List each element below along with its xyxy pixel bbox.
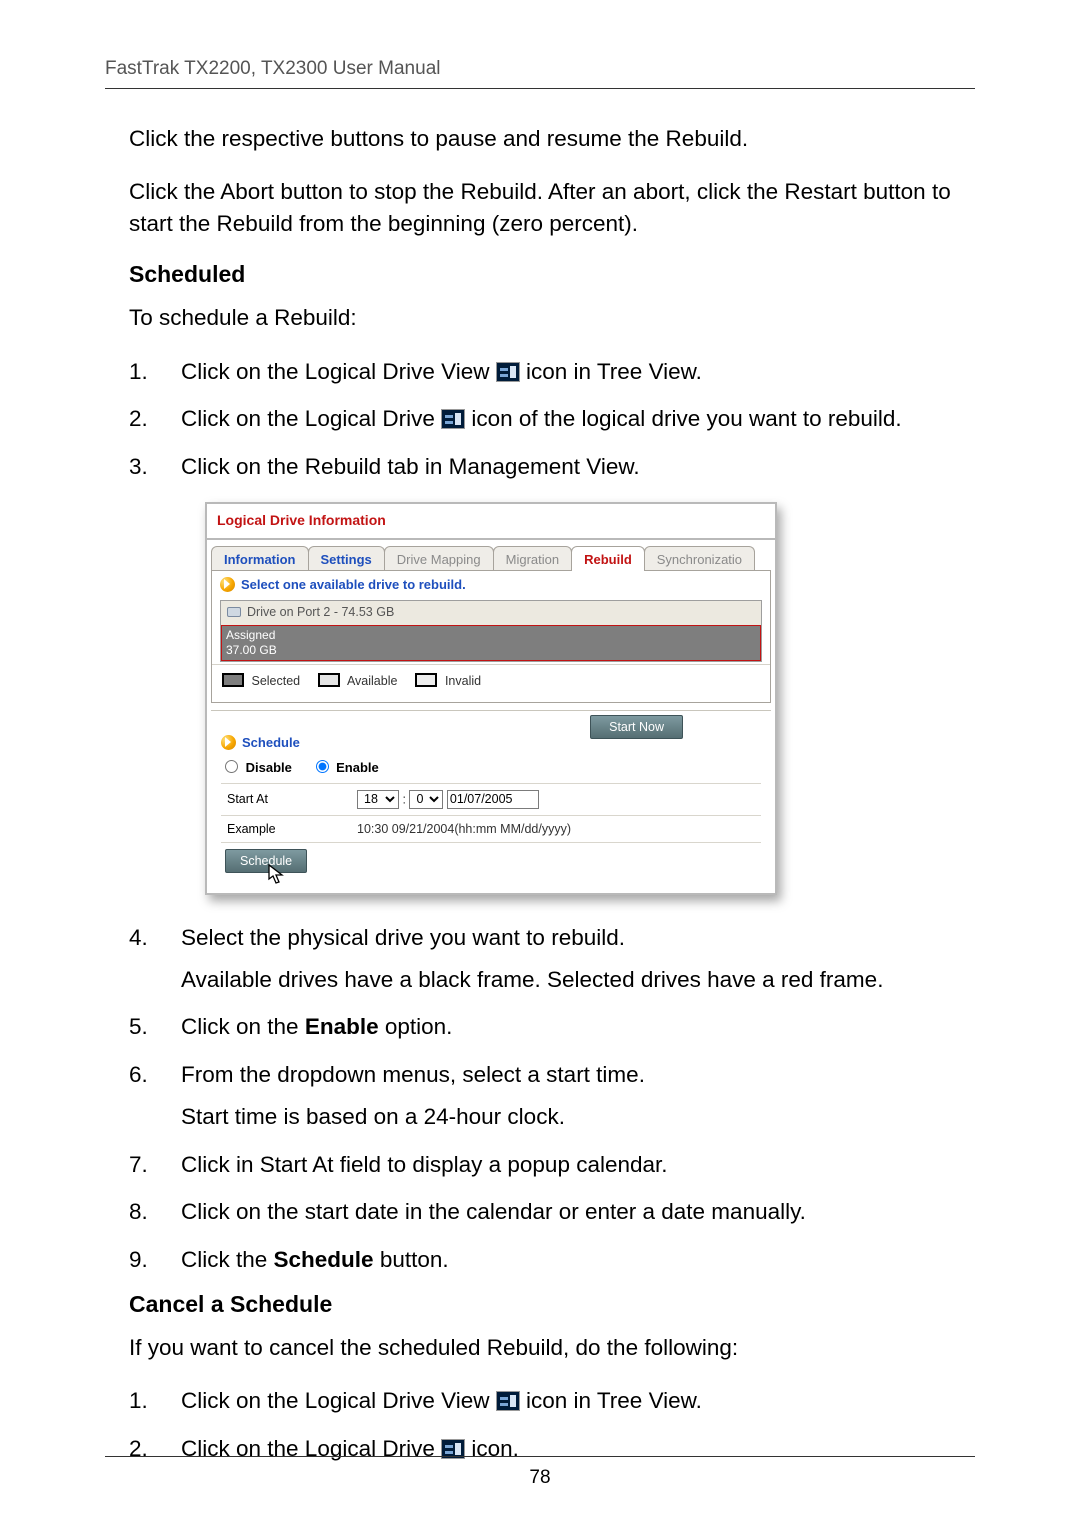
manual-header: FastTrak TX2200, TX2300 User Manual [105,58,975,89]
cancel-lead: If you want to cancel the scheduled Rebu… [105,1332,975,1365]
legend-available-label: Available [347,674,398,688]
step-1-text-a: Click on the Logical Drive View [181,359,496,384]
step-5-text-a: Click on the [181,1014,305,1039]
schedule-radio-row: Disable Enable [225,760,761,775]
step-3: Click on the Rebuild tab in Management V… [129,450,975,484]
drive-title-text: Drive on Port 2 - 74.53 GB [247,605,394,619]
logical-drive-view-icon [496,1391,520,1411]
drive-title: Drive on Port 2 - 74.53 GB [221,601,761,625]
start-at-controls: 18 : 0 [351,783,761,815]
logical-drive-icon [441,409,465,429]
swatch-invalid-icon [415,673,437,687]
minute-dropdown[interactable]: 0 [409,790,443,809]
step-5: Click on the Enable option. [129,1010,975,1044]
step-9-text-c: button. [374,1247,449,1272]
cancel-heading: Cancel a Schedule [129,1291,975,1318]
swatch-selected-icon [222,673,244,687]
cancel-step-1-text-a: Click on the Logical Drive View [181,1388,496,1413]
legend: Selected Available Invalid [212,664,770,698]
enable-radio[interactable] [316,760,329,773]
intro-paragraph-1: Click the respective buttons to pause an… [105,123,975,156]
scheduled-heading: Scheduled [129,261,975,288]
time-colon: : [402,792,409,806]
panel-title: Logical Drive Information [207,504,775,540]
cancel-step-1-text-b: icon in Tree View. [526,1388,702,1413]
cancel-steps: Click on the Logical Drive View icon in … [105,1384,975,1466]
step-4: Select the physical drive you want to re… [129,921,975,997]
step-6-sub: Start time is based on a 24-hour clock. [181,1100,975,1134]
step-5-text-c: option. [379,1014,453,1039]
cursor-icon [268,864,286,886]
start-at-label: Start At [221,783,351,815]
schedule-button[interactable]: Schedule [225,849,307,873]
disable-option[interactable]: Disable [225,760,296,775]
legend-selected: Selected [222,673,300,688]
step-1-text-b: icon in Tree View. [526,359,702,384]
step-2-text-a: Click on the Logical Drive [181,406,441,431]
step-9-text-a: Click the [181,1247,274,1272]
legend-invalid-label: Invalid [445,674,481,688]
chevron-icon [220,577,235,592]
page-number: 78 [529,1467,550,1488]
scheduled-steps: Click on the Logical Drive View icon in … [105,355,975,484]
cancel-step-1: Click on the Logical Drive View icon in … [129,1384,975,1418]
tabs-row: Information Settings Drive Mapping Migra… [207,540,775,571]
example-label: Example [221,815,351,842]
scheduled-steps-cont: Select the physical drive you want to re… [105,921,975,1277]
select-drive-heading: Select one available drive to rebuild. [212,571,770,600]
step-8: Click on the start date in the calendar … [129,1195,975,1229]
drive-block[interactable]: Drive on Port 2 - 74.53 GB Assigned 37.0… [220,600,762,662]
legend-invalid: Invalid [415,673,481,688]
assigned-label: Assigned [226,628,275,642]
disable-radio[interactable] [225,760,238,773]
swatch-available-icon [318,673,340,687]
enable-label: Enable [336,760,379,775]
page-footer: 78 [0,1456,1080,1489]
tab-synchronization[interactable]: Synchronizatio [644,546,755,571]
start-now-button[interactable]: Start Now [590,715,683,739]
step-6-text: From the dropdown menus, select a start … [181,1062,645,1087]
intro-paragraph-2: Click the Abort button to stop the Rebui… [105,176,975,241]
date-input[interactable] [447,790,539,809]
step-2-text-b: icon of the logical drive you want to re… [471,406,901,431]
schedule-heading-text: Schedule [242,735,300,750]
enable-option[interactable]: Enable [316,760,379,775]
tab-migration[interactable]: Migration [493,546,572,571]
logical-drive-view-icon [496,362,520,382]
tab-drive-mapping[interactable]: Drive Mapping [384,546,494,571]
start-at-row: Start At 18 : 0 [221,783,761,815]
assigned-segment[interactable]: Assigned 37.00 GB [221,625,761,661]
assigned-size: 37.00 GB [226,643,277,657]
step-4-text: Select the physical drive you want to re… [181,925,625,950]
example-row: Example 10:30 09/21/2004(hh:mm MM/dd/yyy… [221,815,761,842]
tab-body: Select one available drive to rebuild. D… [211,570,771,703]
schedule-table: Start At 18 : 0 Example 10:30 09/ [221,783,761,879]
logical-drive-panel: Logical Drive Information Information Se… [205,502,777,895]
hour-dropdown[interactable]: 18 [357,790,399,809]
chevron-icon [221,735,236,750]
drive-icon [227,607,241,617]
schedule-button-row: Schedule [221,842,761,879]
disable-label: Disable [246,760,292,775]
step-2: Click on the Logical Drive icon of the l… [129,402,975,436]
scheduled-lead: To schedule a Rebuild: [105,302,975,335]
step-6: From the dropdown menus, select a start … [129,1058,975,1134]
tab-settings[interactable]: Settings [308,546,385,571]
legend-selected-label: Selected [251,674,300,688]
select-drive-text: Select one available drive to rebuild. [241,577,466,592]
step-9: Click the Schedule button. [129,1243,975,1277]
step-1: Click on the Logical Drive View icon in … [129,355,975,389]
step-5-bold: Enable [305,1014,379,1039]
tab-rebuild[interactable]: Rebuild [571,546,645,571]
example-value: 10:30 09/21/2004(hh:mm MM/dd/yyyy) [351,815,761,842]
tab-information[interactable]: Information [211,546,309,571]
page-container: FastTrak TX2200, TX2300 User Manual Clic… [0,0,1080,1529]
schedule-area: Start Now Schedule Disable Enable Start … [211,710,771,887]
legend-available: Available [318,673,397,688]
step-4-sub: Available drives have a black frame. Sel… [181,963,975,997]
step-9-bold: Schedule [274,1247,374,1272]
step-7: Click in Start At field to display a pop… [129,1148,975,1182]
